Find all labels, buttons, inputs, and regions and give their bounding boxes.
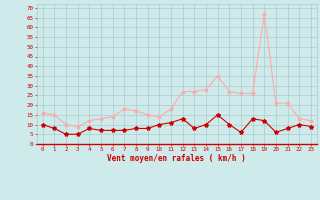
X-axis label: Vent moyen/en rafales ( km/h ): Vent moyen/en rafales ( km/h ) xyxy=(108,154,246,163)
